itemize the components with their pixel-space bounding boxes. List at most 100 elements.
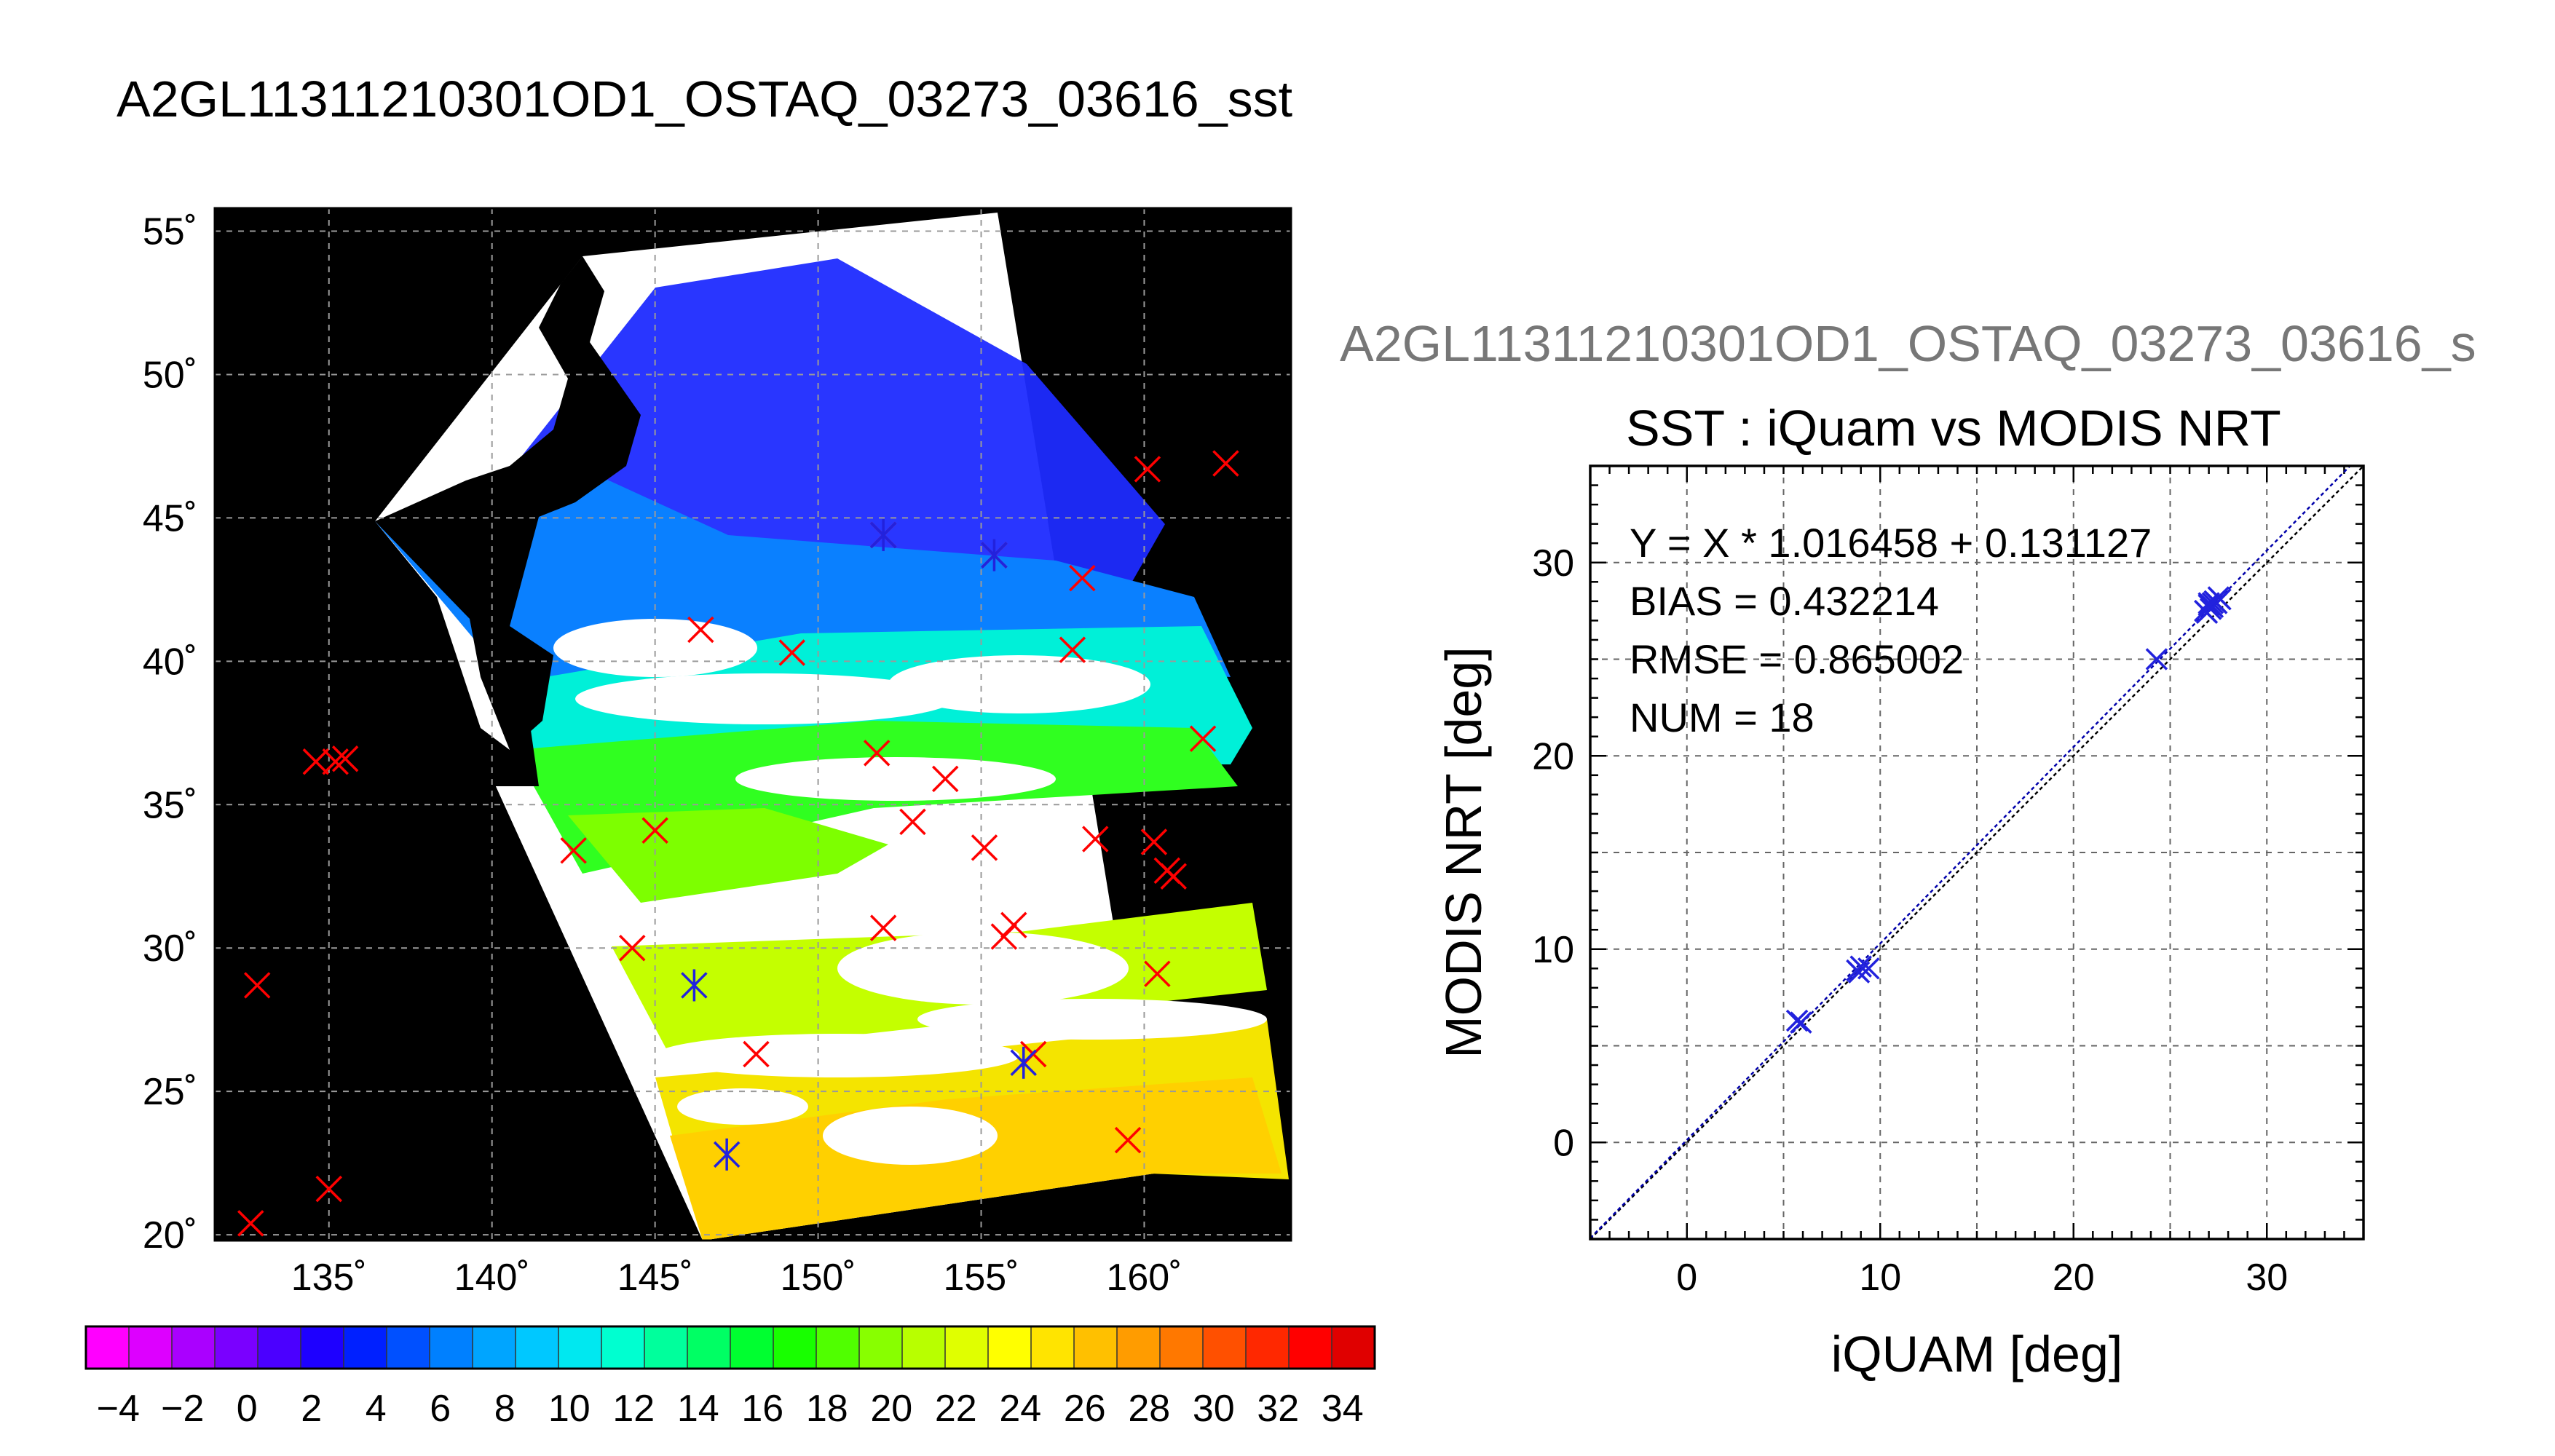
scatter-panel-title: A2GL11311210301OD1_OSTAQ_03273_03616_s bbox=[1340, 315, 2476, 372]
cloud-patches bbox=[553, 619, 1267, 1165]
colorbar-tick: −2 bbox=[161, 1388, 204, 1430]
map-marker-unmatched bbox=[1000, 911, 1027, 938]
colorbar-swatch bbox=[473, 1326, 516, 1369]
scatter-point bbox=[2197, 593, 2220, 617]
colorbar-tick: 22 bbox=[935, 1388, 977, 1430]
colorbar-tick: 4 bbox=[366, 1388, 387, 1430]
colorbar-tick: 28 bbox=[1128, 1388, 1170, 1430]
map-marker-unmatched bbox=[331, 745, 359, 772]
colorbar-swatch bbox=[1117, 1326, 1161, 1369]
colorbar-swatch bbox=[558, 1326, 602, 1369]
map-marker-unmatched bbox=[619, 934, 646, 962]
map-marker-unmatched bbox=[899, 808, 926, 836]
map-marker-unmatched bbox=[1134, 456, 1161, 483]
colorbar-tick: 2 bbox=[301, 1388, 322, 1430]
colorbar-swatch bbox=[945, 1326, 989, 1369]
scatter-x-tick: 10 bbox=[1859, 1257, 1901, 1299]
scatter-y-tick: 10 bbox=[1532, 929, 1574, 971]
scatter-stat-line: RMSE = 0.865002 bbox=[1630, 636, 1964, 682]
colorbar-swatch bbox=[1160, 1326, 1204, 1369]
map-lat-tick: 35˚ bbox=[143, 784, 197, 826]
map-marker-unmatched bbox=[1069, 564, 1096, 592]
colorbar-tick: 16 bbox=[741, 1388, 783, 1430]
scatter-frame bbox=[1589, 464, 2365, 1241]
map-frame bbox=[213, 207, 1292, 1242]
colorbar-swatch bbox=[859, 1326, 903, 1369]
colorbar-swatch bbox=[902, 1326, 946, 1369]
map-lat-tick: 25˚ bbox=[143, 1071, 197, 1113]
map-marker-matched bbox=[681, 969, 708, 1002]
colorbar-swatch bbox=[86, 1326, 130, 1369]
map-marker-unmatched bbox=[1160, 863, 1188, 890]
colorbar-tick: 26 bbox=[1064, 1388, 1106, 1430]
colorbar-swatch bbox=[172, 1326, 216, 1369]
colorbar-swatch bbox=[773, 1326, 817, 1369]
map-marker-matched bbox=[1010, 1046, 1037, 1079]
colorbar-swatch bbox=[344, 1326, 387, 1369]
map-lon-tick: 135˚ bbox=[291, 1257, 367, 1299]
map-lat-tick: 45˚ bbox=[143, 497, 197, 539]
map-marker-unmatched bbox=[1212, 450, 1239, 477]
colorbar-swatch bbox=[1074, 1326, 1118, 1369]
colorbar-swatch bbox=[601, 1326, 645, 1369]
scatter-y-tick: 0 bbox=[1553, 1122, 1574, 1164]
map-lon-tick: 145˚ bbox=[617, 1257, 693, 1299]
scatter-xlabel: iQUAM [deg] bbox=[1831, 1326, 2123, 1382]
map-marker-unmatched bbox=[302, 748, 330, 775]
map-lat-tick: 20˚ bbox=[143, 1214, 197, 1257]
map-marker-unmatched bbox=[1114, 1126, 1142, 1154]
map-marker-unmatched bbox=[869, 914, 897, 941]
map-grid bbox=[215, 208, 1291, 1241]
map-marker-unmatched bbox=[641, 817, 668, 844]
map-marker-unmatched bbox=[932, 765, 959, 793]
map-marker-matched bbox=[869, 519, 897, 552]
colorbar-tick: 8 bbox=[494, 1388, 516, 1430]
map-lon-tick: 155˚ bbox=[943, 1257, 1019, 1299]
map-marker-unmatched bbox=[237, 1210, 264, 1237]
colorbar-tick: 24 bbox=[999, 1388, 1041, 1430]
map-marker-unmatched bbox=[322, 748, 349, 775]
scatter-point bbox=[1785, 1009, 1809, 1032]
scatter-y-tick: 20 bbox=[1532, 735, 1574, 778]
colorbar-tick: 12 bbox=[612, 1388, 655, 1430]
sst-midlow bbox=[568, 808, 888, 903]
colorbar-swatch bbox=[1203, 1326, 1247, 1369]
colorbar-tick: 32 bbox=[1257, 1388, 1299, 1430]
scatter-point bbox=[2209, 587, 2232, 611]
sst-warm bbox=[670, 1077, 1282, 1241]
scatter-stat-line: NUM = 18 bbox=[1630, 695, 1814, 740]
map-marker-unmatched bbox=[1140, 828, 1168, 855]
scatter-point bbox=[1847, 961, 1871, 984]
map-lat-tick: 50˚ bbox=[143, 354, 197, 396]
scatter-panel-title-wrap: A2GL11311210301OD1_OSTAQ_03273_03616_s bbox=[1340, 314, 2555, 373]
scatter-line-fit bbox=[1590, 466, 2352, 1239]
map-marker-unmatched bbox=[315, 1175, 342, 1203]
colorbar-tick: −4 bbox=[97, 1388, 140, 1430]
land-kamchatka bbox=[998, 208, 1291, 437]
map-marker-unmatched bbox=[778, 639, 805, 666]
map-lon-tick: 150˚ bbox=[781, 1257, 856, 1299]
map-tick-labels: 135˚ 140˚ 145˚ 150˚ 155˚ 160˚ 55˚ 50˚ 45˚ 40˚ 35˚ 3… bbox=[143, 211, 1182, 1299]
colorbar-swatch bbox=[730, 1326, 774, 1369]
map-marker-unmatched bbox=[1189, 725, 1217, 752]
scatter-point bbox=[2201, 592, 2224, 614]
colorbar-tick: 18 bbox=[806, 1388, 848, 1430]
map-marker-unmatched bbox=[971, 834, 998, 861]
colorbar-tick: 6 bbox=[430, 1388, 451, 1430]
colorbar-swatch bbox=[430, 1326, 473, 1369]
colorbar-frame bbox=[84, 1325, 1376, 1370]
colorbar-swatch bbox=[215, 1326, 258, 1369]
colorbar: −4 −2 0 2 4 6 8 10 12 14 16 18 20 22 24 26 28 30 32 34 bbox=[84, 1325, 1376, 1430]
colorbar-tick: 10 bbox=[548, 1388, 591, 1430]
colorbar-swatch bbox=[1289, 1326, 1332, 1369]
colorbar-swatch bbox=[258, 1326, 301, 1369]
map-marker-unmatched bbox=[243, 972, 271, 999]
colorbar-swatch bbox=[644, 1326, 688, 1369]
scatter-point bbox=[1790, 1011, 1812, 1034]
colorbar-swatch bbox=[988, 1326, 1032, 1369]
map-marker-unmatched bbox=[1059, 636, 1086, 663]
land-sakhalin-mainland bbox=[375, 256, 641, 750]
map-title: A2GL11311210301OD1_OSTAQ_03273_03616_sst bbox=[117, 71, 1293, 127]
